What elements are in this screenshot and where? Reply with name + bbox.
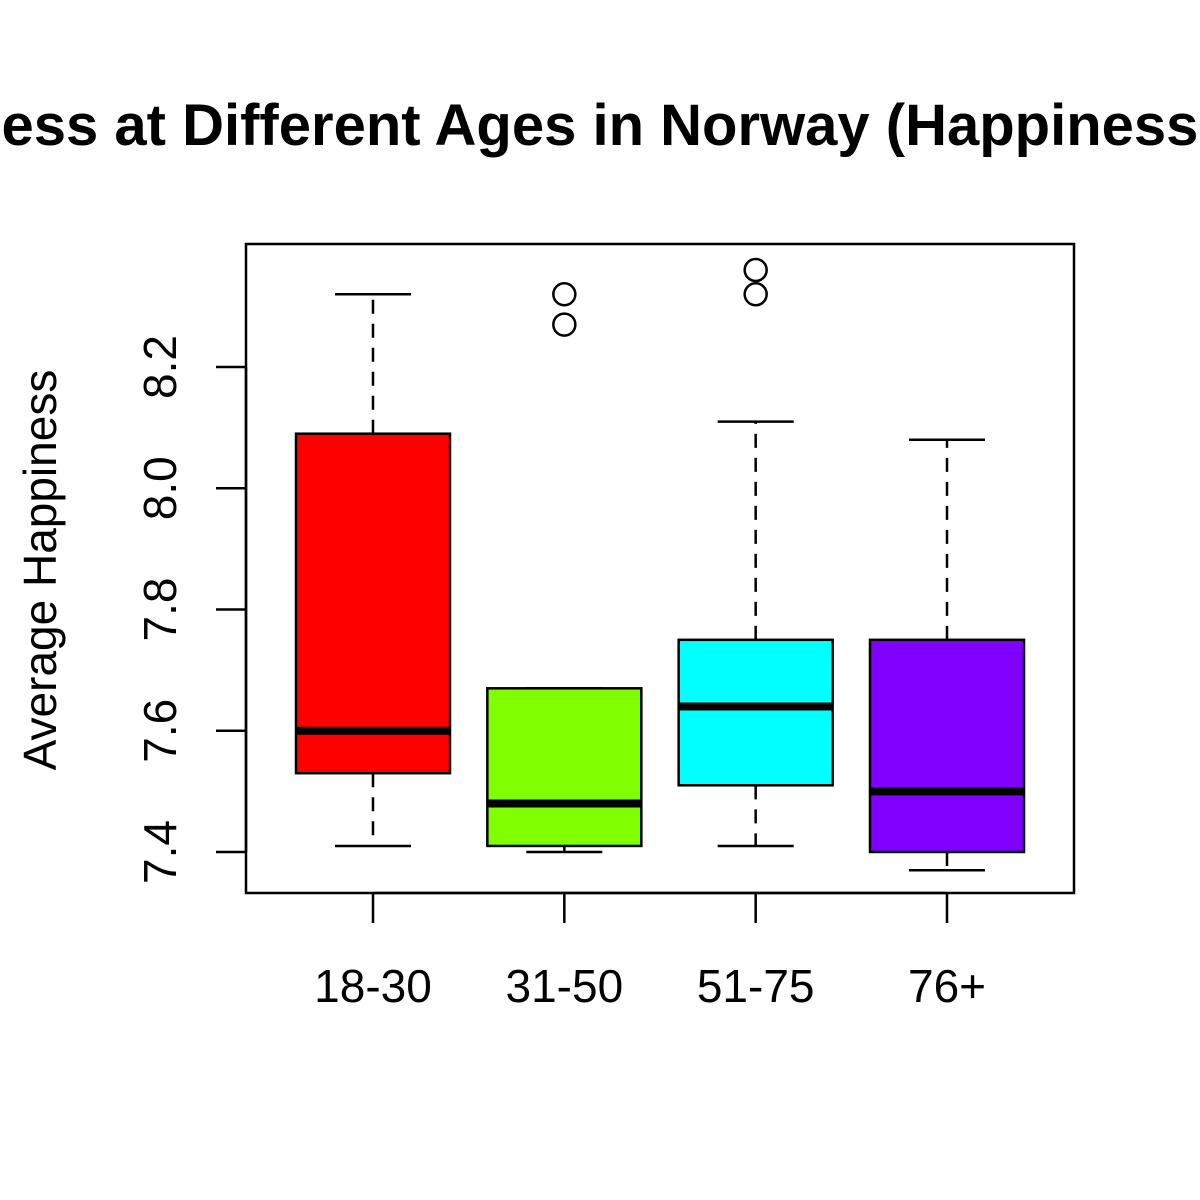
box-body	[677, 638, 834, 787]
outlier-point	[552, 282, 577, 307]
box-51-75	[677, 257, 834, 848]
box-body	[868, 638, 1026, 854]
x-axis: 18-30 31-50 51-75 76+	[314, 891, 986, 1012]
y-tick-label: 8.0	[134, 456, 186, 520]
x-tick-label: 18-30	[314, 960, 432, 1012]
outlier-point	[743, 282, 768, 307]
y-tick-label: 8.2	[134, 335, 186, 399]
box-body	[294, 432, 452, 775]
y-tick-label: 7.4	[134, 820, 186, 884]
x-tick-label: 31-50	[506, 960, 624, 1012]
box-31-50	[486, 282, 643, 854]
y-tick-label: 7.8	[134, 578, 186, 642]
y-axis: 7.4 7.6 7.8 8.0 8.2	[134, 335, 248, 884]
chart-title: Happiness at Different Ages in Norway (H…	[0, 93, 1200, 158]
outlier-point	[552, 312, 577, 337]
x-tick-label: 76+	[908, 960, 986, 1012]
y-tick-label: 7.6	[134, 699, 186, 763]
box-76+	[868, 438, 1026, 872]
y-axis-label: Average Happiness	[14, 370, 66, 771]
x-tick-label: 51-75	[697, 960, 815, 1012]
box-body	[486, 687, 643, 848]
boxes	[294, 257, 1026, 872]
box-18-30	[294, 293, 452, 848]
outlier-point	[743, 257, 768, 283]
